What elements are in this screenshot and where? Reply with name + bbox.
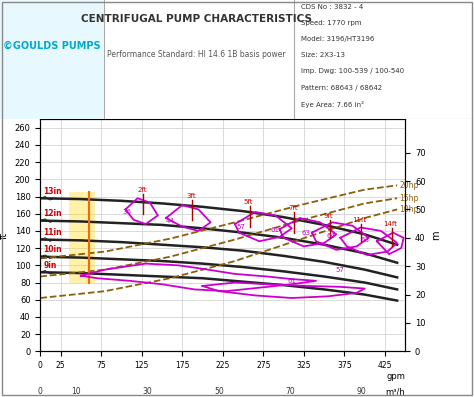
Text: 12in: 12in: [44, 209, 62, 218]
Bar: [69, 192, 95, 283]
Text: 61: 61: [271, 227, 280, 233]
Text: 70: 70: [285, 387, 295, 396]
Text: 10: 10: [71, 387, 81, 396]
Text: 11in: 11in: [44, 228, 62, 237]
Text: 11ft: 11ft: [352, 217, 366, 223]
Text: 5ft: 5ft: [243, 199, 253, 205]
Text: 57: 57: [336, 267, 345, 273]
Text: Imp. Dwg: 100-539 / 100-540: Imp. Dwg: 100-539 / 100-540: [301, 68, 404, 74]
Text: Eye Area: 7.66 in²: Eye Area: 7.66 in²: [301, 101, 364, 108]
Text: 13in: 13in: [44, 187, 62, 196]
Y-axis label: ft: ft: [0, 232, 9, 239]
Text: 14ft: 14ft: [383, 222, 398, 227]
Text: 36: 36: [123, 209, 132, 215]
Text: gpm: gpm: [386, 372, 405, 381]
Text: 50: 50: [214, 387, 224, 396]
Text: m³/h: m³/h: [385, 387, 405, 396]
Text: 64: 64: [326, 233, 335, 239]
Text: 10hp: 10hp: [400, 205, 419, 214]
Text: 2ft: 2ft: [138, 187, 147, 193]
Text: 44: 44: [166, 218, 174, 224]
Text: 30: 30: [143, 387, 152, 396]
Text: 20hp: 20hp: [400, 181, 419, 190]
Text: CDS No : 3832 - 4: CDS No : 3832 - 4: [301, 4, 363, 10]
Text: Model: 3196/HT3196: Model: 3196/HT3196: [301, 36, 374, 42]
Bar: [0, 0, 104, 119]
Text: 9ft: 9ft: [323, 213, 333, 219]
Text: 63: 63: [302, 229, 311, 236]
Text: 15hp: 15hp: [400, 194, 419, 203]
Text: Speed: 1770 rpm: Speed: 1770 rpm: [301, 20, 362, 26]
Text: 9in: 9in: [44, 260, 57, 270]
Text: 10in: 10in: [44, 245, 62, 254]
Text: 90: 90: [357, 387, 366, 396]
Text: 63: 63: [360, 237, 369, 243]
Text: Pattern: 68643 / 68642: Pattern: 68643 / 68642: [301, 85, 382, 91]
Text: 0: 0: [38, 387, 43, 396]
Text: 3ft: 3ft: [186, 193, 196, 199]
Y-axis label: m: m: [431, 231, 441, 240]
Text: CENTRIFUGAL PUMP CHARACTERISTICS: CENTRIFUGAL PUMP CHARACTERISTICS: [81, 14, 312, 24]
Text: 7ft: 7ft: [289, 205, 298, 211]
Text: Performance Standard: HI 14.6 1B basis power: Performance Standard: HI 14.6 1B basis p…: [108, 50, 286, 59]
Text: ©GOULDS PUMPS: ©GOULDS PUMPS: [3, 40, 101, 50]
Text: Size: 2X3-13: Size: 2X3-13: [301, 52, 345, 58]
Text: 61: 61: [287, 278, 296, 284]
Text: 57: 57: [236, 224, 245, 229]
